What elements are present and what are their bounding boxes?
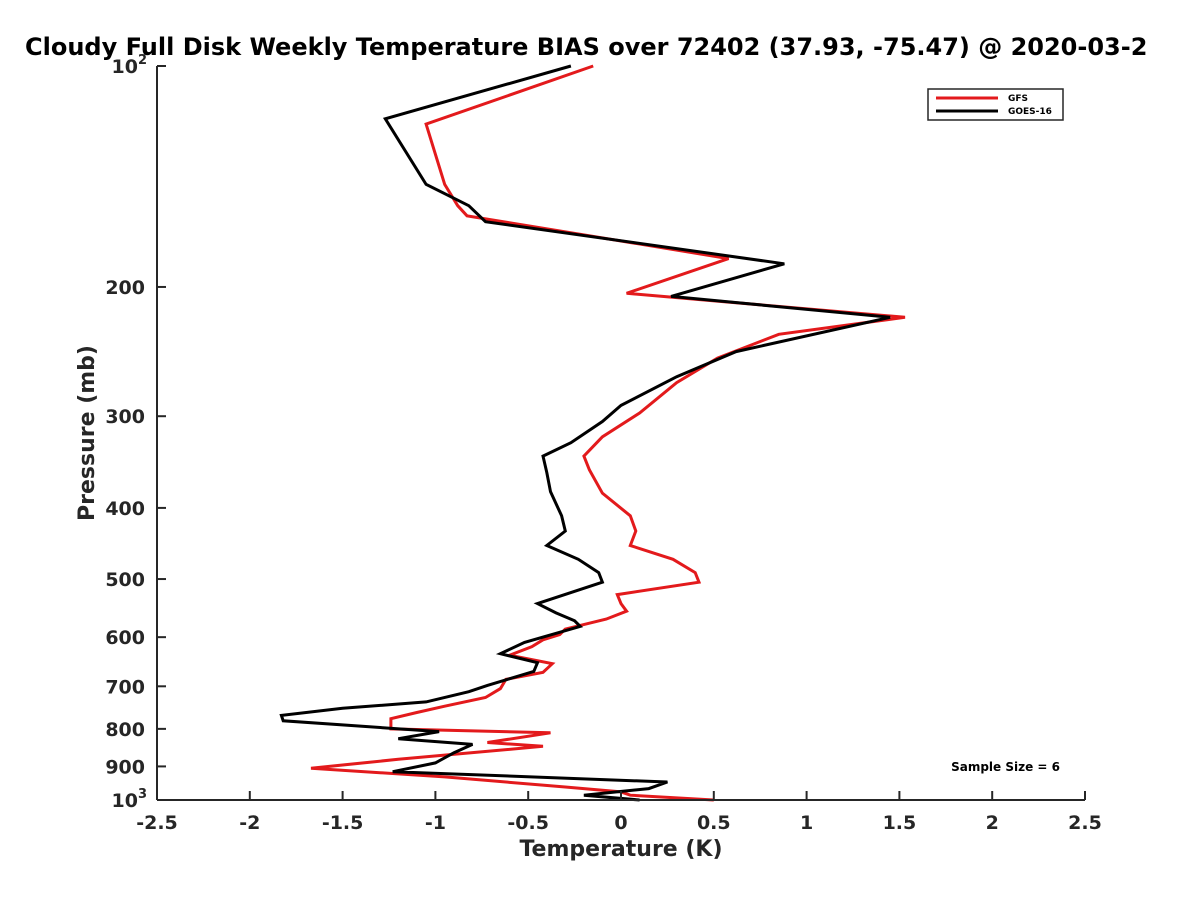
legend-label-goes-16: GOES-16 [1008,107,1052,117]
legend-label-gfs: GFS [1008,94,1028,104]
chart-title: Cloudy Full Disk Weekly Temperature BIAS… [25,33,1147,61]
y-axis-label: Pressure (mb) [75,345,100,521]
x-tick-label: 2 [986,812,999,834]
y-tick-label: 700 [105,676,145,698]
sample-size-annotation: Sample Size = 6 [951,760,1060,774]
y-tick-label: 600 [105,627,145,649]
x-tick-label: -2 [239,812,260,834]
y-tick-label: 102 [112,53,148,78]
series-line-gfs [310,64,906,802]
y-tick-label: 300 [105,406,145,428]
x-tick-label: 2.5 [1068,812,1102,834]
series-line-goes-16 [279,64,891,802]
y-tick-exponent: 3 [138,787,147,802]
y-tick-label: 500 [105,569,145,591]
tick-labels: -2.5 -2 -1.5 -1 -0.5 0 0.5 1 1.5 2 2.5102200300400… [105,53,1102,834]
x-tick-label: 1.5 [883,812,917,834]
y-tick-label: 900 [105,756,145,778]
x-tick-label: -1.5 [322,812,364,834]
axes-layer [156,65,1086,801]
y-tick-label: 800 [105,719,145,741]
x-tick-label: 1 [800,812,813,834]
x-tick-label: -0.5 [507,812,549,834]
x-tick-label: 0 [614,812,627,834]
x-tick-label: -1 [425,812,446,834]
series-layer [279,64,906,802]
y-tick-label: 400 [105,498,145,520]
y-tick-exponent: 2 [138,53,147,68]
x-tick-label: 0.5 [697,812,731,834]
x-tick-label: -2.5 [136,812,178,834]
y-tick-label: 200 [105,277,145,299]
y-tick-base: 10 [112,56,138,78]
y-tick-base: 10 [112,790,138,812]
x-axis-label: Temperature (K) [519,837,722,862]
legend: GFS GOES-16 [927,88,1064,121]
y-tick-label: 103 [112,787,148,812]
legend-box [927,88,1064,121]
